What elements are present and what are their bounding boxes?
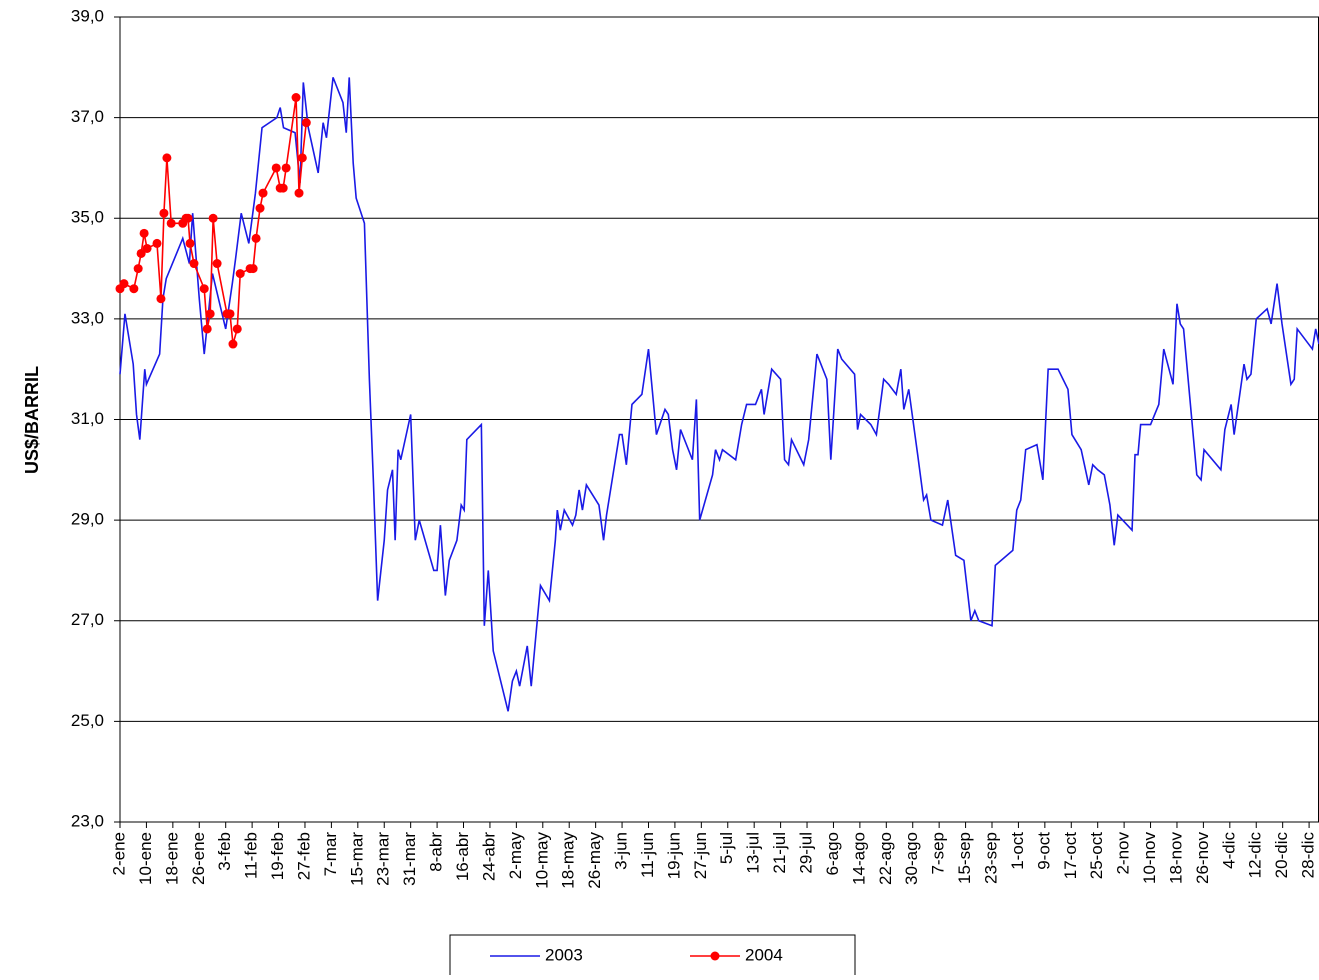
data-point — [248, 264, 258, 274]
x-tick-label: 1-oct — [1008, 832, 1027, 870]
x-tick-label: 5-jul — [717, 832, 736, 864]
x-tick-label: 15-mar — [347, 832, 366, 886]
y-tick-label: 27,0 — [71, 610, 104, 629]
data-point — [251, 233, 261, 243]
x-tick-label: 14-ago — [849, 832, 868, 885]
x-tick-label: 18-may — [559, 832, 578, 889]
data-point — [271, 163, 281, 173]
x-tick-label: 27-jun — [691, 832, 710, 879]
x-tick-label: 26-nov — [1193, 832, 1212, 884]
x-tick-label: 4-dic — [1219, 832, 1238, 869]
x-tick-label: 18-nov — [1166, 832, 1185, 884]
x-tick-label: 7-sep — [929, 832, 948, 875]
series-line — [119, 97, 308, 345]
x-tick-label: 10-nov — [1140, 832, 1159, 884]
x-tick-label: 3-jun — [612, 832, 631, 870]
x-tick-label: 11-jun — [638, 832, 657, 878]
y-tick-label: 39,0 — [71, 6, 104, 25]
data-point — [278, 183, 288, 193]
data-point — [199, 284, 209, 294]
x-tick-label: 21-jul — [770, 832, 789, 874]
x-tick-label: 17-oct — [1061, 832, 1080, 880]
x-tick-label: 8-abr — [427, 832, 446, 872]
x-tick-label: 2-ene — [109, 832, 128, 875]
x-tick-label: 28-dic — [1299, 832, 1318, 879]
data-point — [235, 269, 245, 279]
x-tick-label: 19-jun — [664, 832, 683, 879]
x-tick-label: 9-oct — [1034, 832, 1053, 870]
data-point — [129, 284, 139, 294]
x-tick-label: 20-dic — [1272, 832, 1291, 879]
data-point — [208, 213, 218, 223]
x-tick-label: 10-ene — [136, 832, 155, 885]
data-point — [258, 188, 268, 198]
data-point — [166, 218, 176, 228]
x-tick-label: 3-feb — [215, 832, 234, 871]
data-point — [255, 203, 265, 213]
x-tick-label: 18-ene — [162, 832, 181, 885]
data-point — [183, 213, 193, 223]
legend-box — [449, 934, 856, 978]
x-tick-label: 23-mar — [374, 832, 393, 886]
data-point — [189, 259, 199, 269]
data-point — [156, 294, 166, 304]
x-tick-label: 26-may — [585, 832, 604, 889]
y-axis-label: US$/BARRIL — [22, 366, 42, 474]
x-tick-label: 31-mar — [400, 832, 419, 886]
legend-label: 2004 — [745, 945, 783, 964]
x-tick-label: 25-oct — [1087, 832, 1106, 880]
x-tick-label: 2-may — [506, 832, 525, 880]
data-point — [297, 153, 307, 163]
data-point — [294, 188, 304, 198]
data-point — [212, 259, 222, 269]
data-point — [142, 243, 152, 253]
data-point — [119, 279, 129, 289]
y-tick-label: 25,0 — [71, 711, 104, 730]
x-tick-label: 6-ago — [823, 832, 842, 875]
y-tick-label: 33,0 — [71, 308, 104, 327]
data-point — [152, 238, 162, 248]
x-tick-label: 7-mar — [321, 832, 340, 877]
x-tick-label: 13-jul — [744, 832, 763, 874]
x-tick-label: 22-ago — [876, 832, 895, 885]
data-point — [139, 228, 149, 238]
data-point — [301, 118, 311, 128]
x-tick-label: 15-sep — [955, 832, 974, 884]
x-tick-label: 10-may — [532, 832, 551, 889]
data-point — [205, 309, 215, 319]
x-tick-label: 23-sep — [981, 832, 1000, 884]
data-point — [281, 163, 291, 173]
legend-marker — [710, 951, 720, 961]
data-point — [202, 324, 212, 334]
x-tick-label: 24-abr — [479, 832, 498, 881]
series-line — [119, 77, 1319, 712]
x-tick-label: 11-feb — [242, 832, 261, 879]
x-tick-label: 12-dic — [1246, 832, 1265, 879]
x-tick-label: 30-ago — [902, 832, 921, 885]
x-tick-label: 2-nov — [1114, 832, 1133, 875]
data-point — [136, 248, 146, 258]
y-tick-label: 37,0 — [71, 107, 104, 126]
data-point — [291, 93, 301, 102]
data-point — [225, 309, 235, 319]
data-point — [185, 238, 195, 248]
x-tick-label: 19-feb — [268, 832, 287, 880]
x-tick-label: 27-feb — [294, 832, 313, 880]
y-tick-label: 31,0 — [71, 409, 104, 428]
data-point — [228, 339, 238, 349]
y-tick-label: 35,0 — [71, 208, 104, 227]
legend-label: 2003 — [545, 945, 583, 964]
y-tick-label: 23,0 — [71, 811, 104, 830]
y-tick-label: 29,0 — [71, 510, 104, 529]
data-point — [162, 153, 172, 163]
data-point — [232, 324, 242, 334]
data-point — [133, 264, 143, 274]
x-tick-label: 26-ene — [189, 832, 208, 885]
x-tick-label: 16-abr — [453, 832, 472, 881]
data-point — [159, 208, 169, 218]
x-tick-label: 29-jul — [797, 832, 816, 874]
